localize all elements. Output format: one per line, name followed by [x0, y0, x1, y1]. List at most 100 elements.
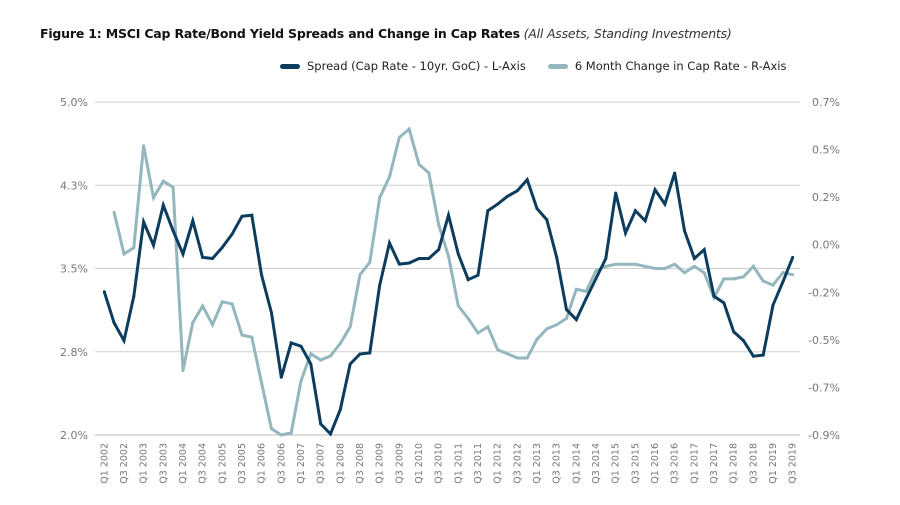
series-change-line-point	[279, 433, 283, 437]
x-tick-label: Q1 2009	[375, 443, 386, 484]
left-tick-label: 4.3%	[60, 179, 88, 192]
series-spread-line-point	[624, 231, 628, 235]
series-spread-line-point	[132, 294, 136, 298]
x-tick-label: Q1 2002	[99, 443, 110, 484]
series-change-line-point	[289, 431, 293, 435]
series-change-line-point	[378, 196, 382, 200]
series-change-line-point	[525, 356, 529, 360]
series-spread-line-point	[496, 202, 500, 206]
series-change-line-point	[407, 127, 411, 131]
series-change-line-point	[565, 316, 569, 320]
series-change-line-point	[791, 273, 795, 277]
x-tick-label: Q1 2012	[493, 443, 504, 484]
left-tick-label: 2.8%	[60, 346, 88, 359]
x-tick-label: Q1 2005	[217, 443, 228, 484]
x-tick-label: Q1 2011	[453, 443, 464, 484]
series-spread-line-point	[289, 341, 293, 345]
x-tick-label: Q3 2004	[198, 443, 209, 484]
legend-swatch-change	[547, 63, 568, 69]
series-change-line-point	[171, 185, 175, 189]
right-tick-label: 0.0%	[812, 239, 840, 252]
series-spread-line-point	[368, 351, 372, 355]
series-spread-line-point	[633, 209, 637, 213]
series-change-line-point	[181, 368, 185, 372]
series-spread-line-point	[240, 214, 244, 218]
series-spread-line-point	[151, 243, 155, 247]
series-change-line-point	[466, 316, 470, 320]
series-spread-line-point	[535, 207, 539, 211]
series-spread-line-point	[102, 290, 106, 294]
series-change-line-point	[692, 264, 696, 268]
series-change-line-point	[722, 277, 726, 281]
series-spread-line-point	[220, 245, 224, 249]
series-spread-line-point	[486, 209, 490, 213]
series-spread-line-point	[112, 321, 116, 325]
series-change-line-point	[456, 304, 460, 308]
series-change-line-point	[781, 271, 785, 275]
x-tick-label: Q3 2002	[119, 443, 130, 484]
series-change-line-point	[555, 323, 559, 327]
series-spread-line-point	[122, 339, 126, 343]
series-spread-line-point	[250, 213, 254, 217]
x-tick-label: Q1 2016	[650, 443, 661, 484]
series-change-line-point	[624, 262, 628, 266]
series-spread-line-point	[456, 252, 460, 256]
x-tick-label: Q1 2019	[768, 443, 779, 484]
series-spread-line-point	[181, 252, 185, 256]
series-change-line-point	[191, 321, 195, 325]
right-tick-label: 0.5%	[812, 144, 840, 157]
series-spread-line-point	[417, 257, 421, 261]
left-tick-label: 5.0%	[60, 96, 88, 109]
x-tick-label: Q1 2013	[532, 443, 543, 484]
series-change-line-point	[496, 348, 500, 352]
title-subtitle: (All Assets, Standing Investments)	[523, 26, 732, 41]
series-spread-line-point	[565, 308, 569, 312]
series-change-line-point	[771, 283, 775, 287]
series-change-line-point	[515, 356, 519, 360]
x-tick-label: Q3 2009	[394, 443, 405, 484]
series-change-line-point	[299, 379, 303, 383]
x-tick-label: Q1 2004	[178, 443, 189, 484]
right-tick-label: -0.2%	[808, 286, 840, 299]
left-tick-label: 3.5%	[60, 263, 88, 276]
x-tick-label: Q3 2013	[552, 443, 563, 484]
series-change-line-point	[269, 427, 273, 431]
x-tick-label: Q3 2011	[473, 443, 484, 484]
series-change-line-point	[161, 179, 165, 183]
series-change-line-point	[614, 262, 618, 266]
series-spread-line-point	[260, 273, 264, 277]
x-tick-label: Q1 2017	[689, 443, 700, 484]
series-spread-line-point	[210, 257, 214, 261]
x-tick-label: Q3 2007	[316, 443, 327, 484]
series-change-line-point	[742, 275, 746, 279]
series-change-line-point	[260, 381, 264, 385]
series-change-line-point	[309, 352, 313, 356]
series-spread-line-point	[387, 241, 391, 245]
series-change-line-point	[653, 267, 657, 270]
series-spread-line-point	[545, 218, 549, 222]
series-spread-line-point	[230, 232, 234, 236]
series-change-line-point	[594, 269, 598, 273]
series-spread-line-point	[466, 278, 470, 282]
series-change-line-point	[328, 354, 332, 358]
x-tick-label: Q3 2003	[158, 443, 169, 484]
series-change-line-point	[427, 171, 431, 175]
series-spread-line-point	[348, 362, 352, 366]
series-change-line-point	[220, 300, 224, 304]
series-change-line-point	[633, 262, 637, 266]
x-tick-label: Q1 2006	[257, 443, 268, 484]
series-spread-line-point	[702, 248, 706, 252]
series-spread-line-point	[397, 262, 401, 266]
series-spread-line-point	[299, 344, 303, 348]
series-spread-line-point	[663, 202, 667, 206]
series-change-line-point	[604, 264, 608, 268]
right-tick-label: -0.7%	[808, 381, 840, 394]
series-change-line-point	[132, 246, 136, 250]
series-change-line-point	[338, 341, 342, 345]
x-tick-label: Q3 2008	[355, 443, 366, 484]
series-spread-line-point	[781, 280, 785, 284]
series-spread-line-point	[742, 339, 746, 343]
series-spread-line-point	[683, 229, 687, 233]
series-spread-line-point	[171, 229, 175, 233]
